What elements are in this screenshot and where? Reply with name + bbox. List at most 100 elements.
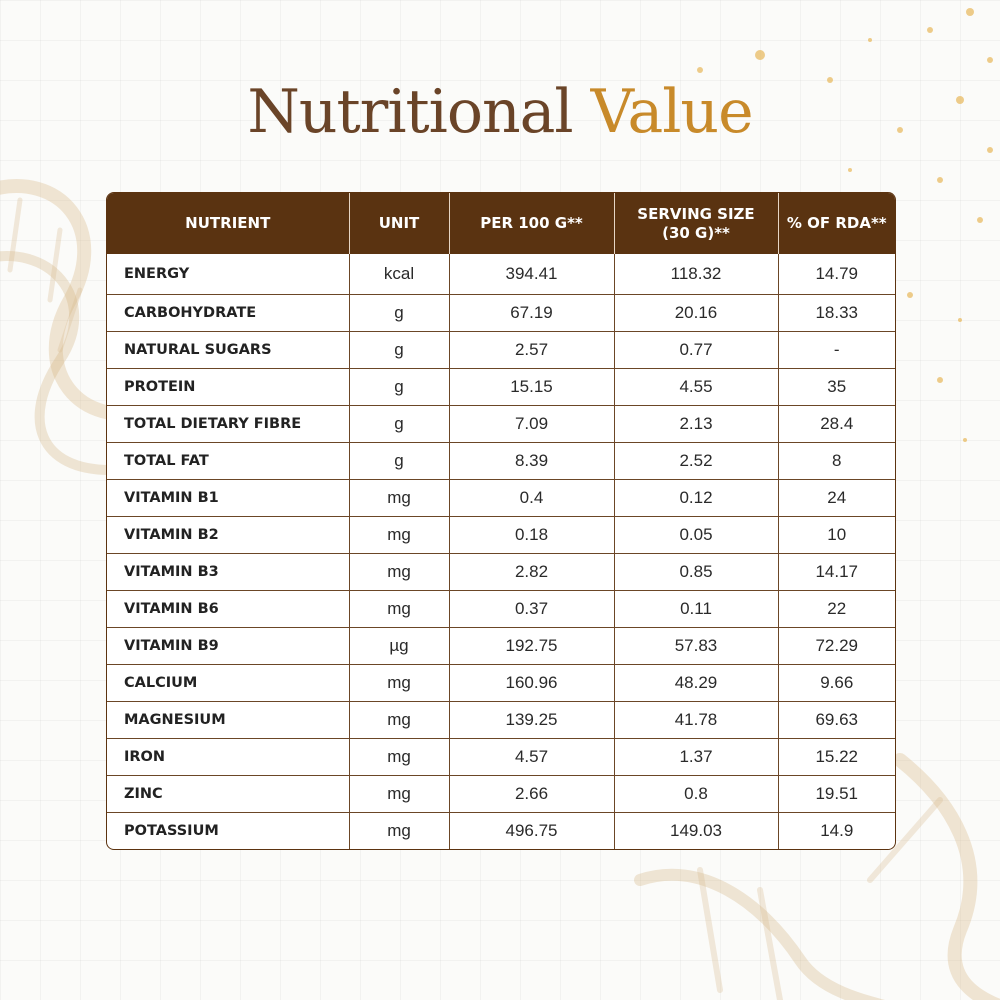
table-row: VITAMIN B1 mg 0.4 0.12 24 — [107, 479, 895, 517]
nutrient-name: TOTAL FAT — [107, 442, 349, 480]
per-100g-cell: 160.96 — [448, 664, 614, 702]
unit-cell: µg — [348, 627, 449, 665]
nutrient-name: ZINC — [107, 775, 349, 813]
serving-size-cell: 118.32 — [613, 254, 778, 295]
nutrient-name: POTASSIUM — [107, 812, 349, 849]
nutrient-name: VITAMIN B3 — [107, 553, 349, 591]
per-100g-cell: 8.39 — [448, 442, 614, 480]
serving-size-cell: 2.13 — [613, 405, 778, 443]
nutrient-name: VITAMIN B2 — [107, 516, 349, 554]
nutrient-name: IRON — [107, 738, 349, 776]
nutrient-name: TOTAL DIETARY FIBRE — [107, 405, 349, 443]
table-row: TOTAL FAT g 8.39 2.52 8 — [107, 442, 895, 480]
unit-cell: mg — [348, 516, 449, 554]
nutrient-name: MAGNESIUM — [107, 701, 349, 739]
serving-size-cell: 48.29 — [613, 664, 778, 702]
nutrient-name: VITAMIN B9 — [107, 627, 349, 665]
per-100g-cell: 4.57 — [448, 738, 614, 776]
rda-cell: 69.63 — [777, 701, 895, 739]
nutrient-name: CALCIUM — [107, 664, 349, 702]
rda-cell: 9.66 — [777, 664, 895, 702]
table-row: VITAMIN B2 mg 0.18 0.05 10 — [107, 516, 895, 554]
nutrient-name: NATURAL SUGARS — [107, 331, 349, 369]
table-row: IRON mg 4.57 1.37 15.22 — [107, 738, 895, 776]
serving-size-cell: 1.37 — [613, 738, 778, 776]
table-row: VITAMIN B6 mg 0.37 0.11 22 — [107, 590, 895, 628]
rda-cell: 10 — [777, 516, 895, 554]
nutrient-name: PROTEIN — [107, 368, 349, 406]
rda-cell: 19.51 — [777, 775, 895, 813]
rda-cell: 8 — [777, 442, 895, 480]
header-per-100g: PER 100 G** — [448, 193, 614, 254]
header-serving-size: SERVING SIZE (30 G)** — [613, 193, 778, 254]
rda-cell: 28.4 — [777, 405, 895, 443]
per-100g-cell: 394.41 — [448, 254, 614, 295]
rda-cell: 72.29 — [777, 627, 895, 665]
per-100g-cell: 67.19 — [448, 294, 614, 332]
unit-cell: mg — [348, 664, 449, 702]
nutrient-name: CARBOHYDRATE — [107, 294, 349, 332]
per-100g-cell: 496.75 — [448, 812, 614, 849]
serving-size-cell: 41.78 — [613, 701, 778, 739]
per-100g-cell: 0.18 — [448, 516, 614, 554]
nutrient-name: VITAMIN B1 — [107, 479, 349, 517]
rda-cell: 22 — [777, 590, 895, 628]
per-100g-cell: 2.82 — [448, 553, 614, 591]
rda-cell: 14.9 — [777, 812, 895, 849]
rda-cell: 14.79 — [777, 254, 895, 295]
header-rda: % OF RDA** — [777, 193, 895, 254]
serving-size-cell: 0.11 — [613, 590, 778, 628]
header-nutrient: NUTRIENT — [107, 193, 349, 254]
table-header-row: NUTRIENT UNIT PER 100 G** SERVING SIZE (30 G… — [107, 193, 895, 254]
nutrient-name: ENERGY — [124, 266, 190, 282]
unit-cell: mg — [348, 701, 449, 739]
table-body: ENERGY kcal 394.41 118.32 14.79 CARBOHYDRATE g… — [107, 254, 895, 849]
unit-cell: kcal — [348, 254, 449, 295]
table-row: ZINC mg 2.66 0.8 19.51 — [107, 775, 895, 813]
table-row: TOTAL DIETARY FIBRE g 7.09 2.13 28.4 — [107, 405, 895, 443]
unit-cell: g — [348, 442, 449, 480]
table-row: VITAMIN B9 µg 192.75 57.83 72.29 — [107, 627, 895, 665]
serving-size-cell: 0.77 — [613, 331, 778, 369]
serving-size-cell: 149.03 — [613, 812, 778, 849]
rda-cell: 35 — [777, 368, 895, 406]
rda-cell: 14.17 — [777, 553, 895, 591]
serving-size-cell: 0.05 — [613, 516, 778, 554]
page-title: Nutritional Value — [0, 72, 1000, 152]
unit-cell: g — [348, 331, 449, 369]
per-100g-cell: 0.37 — [448, 590, 614, 628]
rda-cell: 24 — [777, 479, 895, 517]
rda-cell: 15.22 — [777, 738, 895, 776]
unit-cell: mg — [348, 553, 449, 591]
nutrient-name: VITAMIN B6 — [107, 590, 349, 628]
rda-cell: 18.33 — [777, 294, 895, 332]
serving-size-cell: 57.83 — [613, 627, 778, 665]
table-row: NATURAL SUGARS g 2.57 0.77- — [107, 331, 895, 369]
title-part-2: Value — [590, 77, 754, 147]
serving-size-cell: 2.52 — [613, 442, 778, 480]
unit-cell: g — [348, 368, 449, 406]
unit-cell: mg — [348, 590, 449, 628]
per-100g-cell: 139.25 — [448, 701, 614, 739]
table-row: ENERGY kcal 394.41 118.32 14.79 — [107, 254, 895, 295]
per-100g-cell: 7.09 — [448, 405, 614, 443]
nutrition-table: NUTRIENT UNIT PER 100 G** SERVING SIZE (30 G… — [106, 192, 896, 850]
header-unit: UNIT — [348, 193, 449, 254]
unit-cell: mg — [348, 479, 449, 517]
unit-cell: g — [348, 405, 449, 443]
table-row: POTASSIUM mg 496.75 149.03 14.9 — [107, 812, 895, 849]
serving-size-cell: 0.85 — [613, 553, 778, 591]
unit-cell: mg — [348, 738, 449, 776]
title-part-1: Nutritional — [247, 77, 573, 147]
serving-size-cell: 0.8 — [613, 775, 778, 813]
per-100g-cell: 0.4 — [448, 479, 614, 517]
per-100g-cell: 192.75 — [448, 627, 614, 665]
table-row: PROTEIN g 15.15 4.55 35 — [107, 368, 895, 406]
unit-cell: mg — [348, 775, 449, 813]
serving-size-cell: 4.55 — [613, 368, 778, 406]
unit-cell: mg — [348, 812, 449, 849]
table-row: CALCIUM mg 160.96 48.29 9.66 — [107, 664, 895, 702]
table-row: VITAMIN B3 mg 2.82 0.85 14.17 — [107, 553, 895, 591]
table-row: MAGNESIUM mg 139.25 41.78 69.63 — [107, 701, 895, 739]
per-100g-cell: 2.57 — [448, 331, 614, 369]
